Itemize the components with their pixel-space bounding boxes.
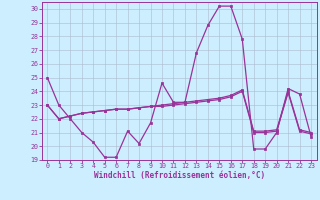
X-axis label: Windchill (Refroidissement éolien,°C): Windchill (Refroidissement éolien,°C) — [94, 171, 265, 180]
